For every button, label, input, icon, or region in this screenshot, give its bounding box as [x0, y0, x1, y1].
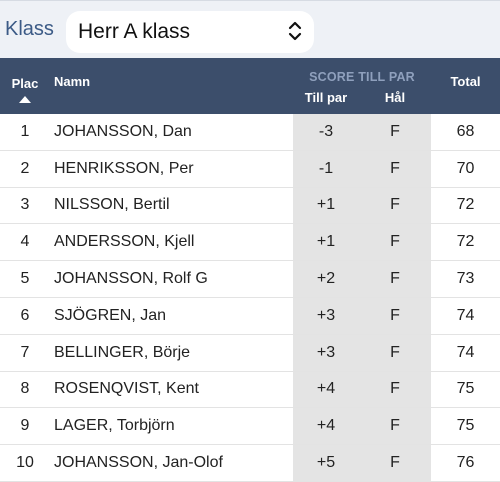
row-hal: F	[359, 444, 431, 482]
row-hal: F	[359, 260, 431, 298]
table-row[interactable]: 2 HENRIKSSON, Per -1 F 70	[0, 150, 500, 188]
row-plac: 8	[0, 371, 50, 409]
row-till-par: +2	[293, 260, 359, 298]
row-till-par: +1	[293, 187, 359, 225]
row-plac: 3	[0, 187, 50, 225]
hal-header[interactable]: Hål	[384, 89, 406, 105]
leaderboard-table: Plac Namn SCORE TILL PAR Till par Hål To…	[0, 58, 500, 482]
table-row[interactable]: 6 SJÖGREN, Jan +3 F 74	[0, 297, 500, 335]
row-total: 76	[431, 444, 500, 482]
class-filter-bar: Klass Herr A klass	[0, 0, 500, 58]
class-filter-label: Klass	[5, 18, 54, 40]
row-total: 75	[431, 407, 500, 446]
row-namn: NILSSON, Bertil	[50, 187, 293, 225]
table-row[interactable]: 9 LAGER, Torbjörn +4 F 75	[0, 407, 500, 446]
row-namn: JOHANSSON, Jan-Olof	[50, 444, 293, 482]
row-plac: 1	[0, 114, 50, 151]
row-namn: HENRIKSSON, Per	[50, 150, 293, 188]
row-plac: 6	[0, 297, 50, 335]
row-till-par: +1	[293, 223, 359, 262]
row-till-par: +3	[293, 297, 359, 335]
row-hal: F	[359, 114, 431, 151]
row-total: 75	[431, 371, 500, 409]
row-till-par: -3	[293, 114, 359, 151]
sort-ascending-icon	[19, 95, 31, 103]
row-total: 73	[431, 260, 500, 298]
row-hal: F	[359, 223, 431, 262]
row-till-par: +4	[293, 407, 359, 446]
row-plac: 2	[0, 150, 50, 188]
plac-header[interactable]: Plac	[0, 58, 50, 114]
table-row[interactable]: 4 ANDERSSON, Kjell +1 F 72	[0, 223, 500, 262]
row-namn: ANDERSSON, Kjell	[50, 223, 293, 262]
row-hal: F	[359, 187, 431, 225]
up-down-chevron-icon	[288, 21, 302, 41]
row-plac: 4	[0, 223, 50, 262]
total-header[interactable]: Total	[431, 58, 500, 114]
row-hal: F	[359, 371, 431, 409]
table-row[interactable]: 8 ROSENQVIST, Kent +4 F 75	[0, 371, 500, 409]
row-namn: JOHANSSON, Rolf G	[50, 260, 293, 298]
row-total: 72	[431, 187, 500, 225]
till-par-header[interactable]: Till par	[304, 89, 348, 105]
namn-header-label: Namn	[54, 73, 91, 89]
row-plac: 7	[0, 334, 50, 372]
row-namn: ROSENQVIST, Kent	[50, 371, 293, 409]
row-till-par: +3	[293, 334, 359, 372]
table-header-row: Plac Namn SCORE TILL PAR Till par Hål To…	[0, 58, 500, 114]
leaderboard-rows: 1 JOHANSSON, Dan -3 F 68 2 HENRIKSSON, Per -1 F 7…	[0, 114, 500, 482]
row-total: 74	[431, 334, 500, 372]
table-row[interactable]: 3 NILSSON, Bertil +1 F 72	[0, 187, 500, 225]
row-namn: BELLINGER, Börje	[50, 334, 293, 372]
row-till-par: +4	[293, 371, 359, 409]
table-row[interactable]: 1 JOHANSSON, Dan -3 F 68	[0, 114, 500, 151]
row-till-par: -1	[293, 150, 359, 188]
plac-header-label: Plac	[11, 75, 39, 91]
class-select-value: Herr A klass	[78, 20, 191, 43]
table-row[interactable]: 10 JOHANSSON, Jan-Olof +5 F 76	[0, 444, 500, 482]
table-row[interactable]: 5 JOHANSSON, Rolf G +2 F 73	[0, 260, 500, 298]
row-namn: JOHANSSON, Dan	[50, 114, 293, 151]
row-namn: SJÖGREN, Jan	[50, 297, 293, 335]
row-namn: LAGER, Torbjörn	[50, 407, 293, 446]
row-total: 72	[431, 223, 500, 262]
class-select[interactable]: Herr A klass	[66, 11, 314, 53]
row-plac: 5	[0, 260, 50, 298]
row-plac: 9	[0, 407, 50, 446]
row-hal: F	[359, 150, 431, 188]
row-hal: F	[359, 407, 431, 446]
score-till-par-label: SCORE TILL PAR	[309, 69, 415, 84]
row-hal: F	[359, 334, 431, 372]
row-total: 74	[431, 297, 500, 335]
row-hal: F	[359, 297, 431, 335]
namn-header[interactable]: Namn	[50, 58, 293, 114]
row-total: 68	[431, 114, 500, 151]
row-till-par: +5	[293, 444, 359, 482]
total-header-label: Total	[450, 73, 481, 89]
row-total: 70	[431, 150, 500, 188]
score-till-par-group: SCORE TILL PAR Till par Hål	[293, 58, 431, 114]
row-plac: 10	[0, 444, 50, 482]
table-row[interactable]: 7 BELLINGER, Börje +3 F 74	[0, 334, 500, 372]
